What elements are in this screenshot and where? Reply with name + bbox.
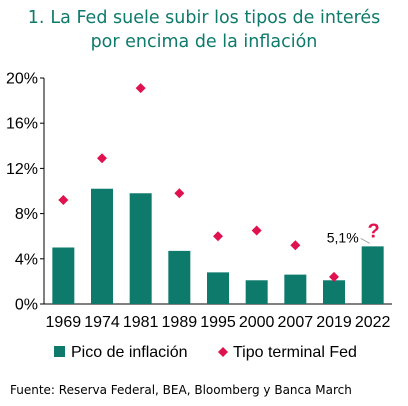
bar-1995	[207, 272, 229, 304]
y-tick-label: 8%	[15, 206, 38, 223]
bar-2022	[361, 246, 384, 304]
bar-1969	[52, 247, 75, 304]
x-tick-label: 2022	[355, 314, 391, 331]
title-line-1: 1. La Fed suele subir los tipos de interé…	[0, 6, 408, 30]
y-tick-label: 20%	[6, 71, 38, 88]
x-tick-label: 2019	[316, 314, 352, 331]
x-tick-label: 1995	[200, 314, 236, 331]
x-tick-label: 1969	[46, 314, 82, 331]
x-tick-label: 2000	[239, 314, 275, 331]
question-mark: ?	[368, 220, 380, 242]
marker-2019	[329, 271, 339, 282]
legend-label-bars: Pico de inflación	[71, 344, 188, 361]
bar-1989	[168, 250, 191, 304]
legend-swatch-markers	[218, 347, 228, 357]
marker-1995	[213, 231, 223, 242]
x-tick-label: 1981	[123, 314, 159, 331]
title-number: 1.	[27, 8, 45, 28]
y-tick-label: 12%	[6, 161, 38, 178]
annotation-leader	[360, 238, 370, 244]
legend-swatch-bars	[54, 346, 65, 357]
bar-1981	[129, 193, 152, 304]
marker-1969	[58, 195, 69, 206]
x-tick-label: 2007	[278, 314, 314, 331]
bar-2000	[245, 280, 268, 304]
y-tick-label: 16%	[6, 116, 38, 133]
chart-title: 1. La Fed suele subir los tipos de interé…	[0, 6, 408, 54]
x-tick-label: 1989	[162, 314, 198, 331]
title-line-2: por encima de la inflación	[90, 32, 318, 52]
marker-1974	[97, 153, 107, 164]
marker-1989	[174, 188, 185, 199]
x-tick-label: 1974	[84, 314, 120, 331]
bar-2007	[284, 274, 307, 304]
marker-2000	[251, 225, 262, 236]
y-tick-label: 4%	[15, 251, 38, 268]
marker-2007	[290, 240, 301, 251]
annotation-label: 5,1%	[327, 229, 359, 245]
source-note: Fuente: Reserva Federal, BEA, Bloomberg …	[10, 383, 352, 397]
y-tick-label: 0%	[15, 297, 38, 314]
legend-label-markers: Tipo terminal Fed	[233, 344, 357, 361]
marker-1981	[135, 83, 146, 94]
bar-1974	[91, 188, 113, 304]
bar-2019	[323, 280, 345, 304]
title-line-1-text: La Fed suele subir los tipos de interés	[50, 8, 381, 28]
